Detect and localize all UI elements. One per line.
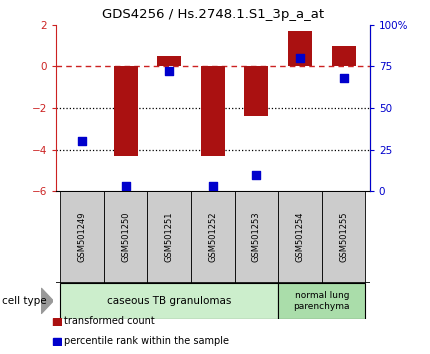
Text: transformed count: transformed count [64,316,155,326]
FancyBboxPatch shape [60,191,104,283]
Point [166,69,173,74]
Bar [288,31,312,66]
Text: normal lung
parenchyma: normal lung parenchyma [294,291,350,310]
Text: GSM501253: GSM501253 [252,212,261,263]
Point [340,75,347,81]
FancyBboxPatch shape [104,191,147,283]
Polygon shape [41,288,53,314]
Text: GSM501249: GSM501249 [77,212,86,262]
Bar [332,46,356,66]
FancyBboxPatch shape [60,283,278,319]
Bar [157,56,181,66]
Bar [53,338,61,345]
Text: percentile rank within the sample: percentile rank within the sample [64,336,230,346]
Title: GDS4256 / Hs.2748.1.S1_3p_a_at: GDS4256 / Hs.2748.1.S1_3p_a_at [102,8,324,21]
Text: cell type: cell type [2,296,47,306]
Point [297,55,304,61]
FancyBboxPatch shape [147,191,191,283]
Point [122,183,129,189]
FancyBboxPatch shape [322,191,366,283]
Text: caseous TB granulomas: caseous TB granulomas [107,296,231,306]
Text: GSM501251: GSM501251 [165,212,174,262]
Point [209,183,216,189]
FancyBboxPatch shape [191,191,235,283]
Bar [114,66,138,156]
Bar [245,66,268,116]
Text: GSM501252: GSM501252 [209,212,217,262]
Bar [201,66,225,156]
Text: GSM501255: GSM501255 [339,212,348,262]
FancyBboxPatch shape [278,283,366,319]
Point [253,172,260,177]
Text: GSM501254: GSM501254 [295,212,304,262]
Bar [53,319,61,326]
Point [79,138,86,144]
Text: GSM501250: GSM501250 [121,212,130,262]
FancyBboxPatch shape [278,191,322,283]
FancyBboxPatch shape [235,191,278,283]
